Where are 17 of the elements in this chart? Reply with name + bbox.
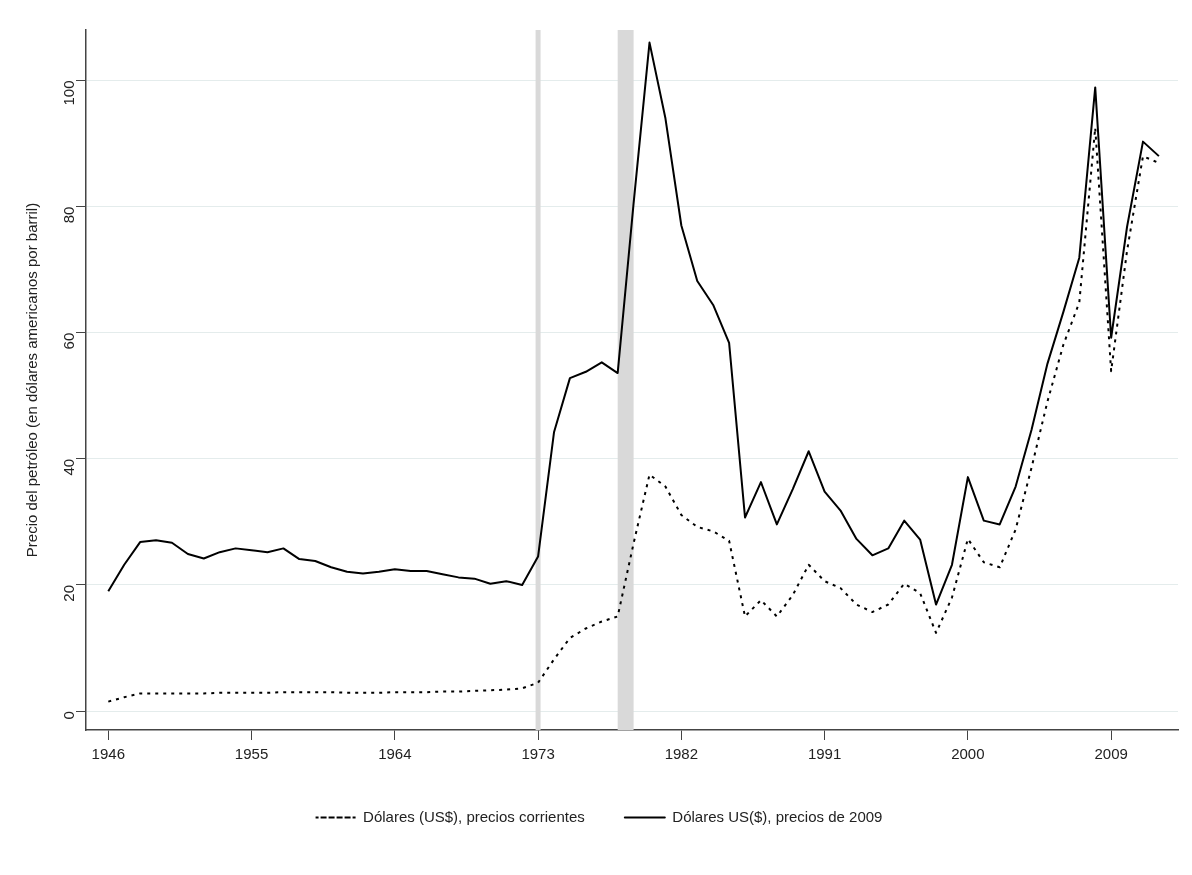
x-tick-label: 1973 — [521, 745, 555, 763]
y-tick-label: 100 — [60, 80, 78, 106]
legend-label: Dólares US($), precios de 2009 — [672, 807, 883, 825]
x-tick-label: 2009 — [1094, 745, 1128, 763]
x-tick-label: 2000 — [951, 745, 985, 763]
y-axis-title: Precio del petróleo (en dólares americanos por barril) — [23, 202, 41, 558]
x-tick-label: 1946 — [91, 745, 125, 763]
legend-label: Dólares (US$), precios corrientes — [363, 807, 585, 825]
x-tick-label: 1982 — [664, 745, 699, 763]
x-tick-label: 1955 — [234, 745, 269, 763]
y-tick-label: 0 — [60, 711, 78, 720]
y-tick-label: 60 — [60, 332, 78, 350]
y-tick-label: 80 — [60, 206, 78, 224]
y-tick-label: 20 — [60, 584, 78, 602]
y-tick-label: 40 — [60, 458, 78, 476]
x-tick-label: 1964 — [378, 745, 412, 763]
x-tick-label: 1991 — [807, 745, 842, 763]
